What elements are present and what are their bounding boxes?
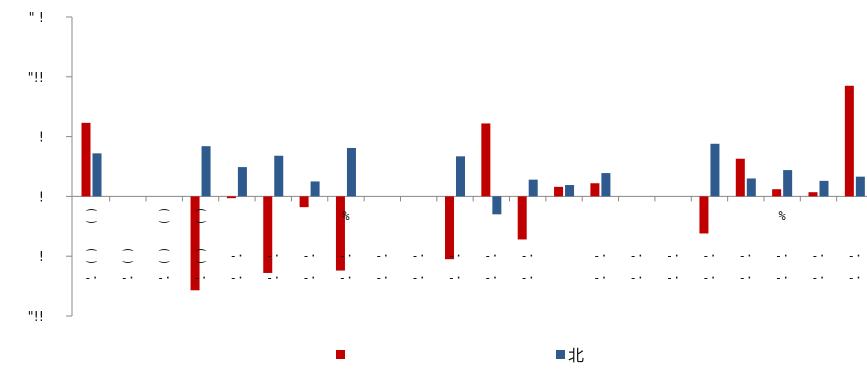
category-label-row-1: ⁐ [195, 209, 207, 223]
bar-series-a [517, 196, 527, 240]
category-label-row-2: -· [266, 249, 280, 263]
bar-series-a [263, 196, 273, 273]
category-label-row-2: ⁐ [195, 249, 207, 263]
bar-series-b [565, 185, 575, 197]
category-label-row-3: -· [666, 271, 680, 285]
category-label-row-3: -· [193, 271, 207, 285]
bar-series-b [601, 173, 611, 197]
category-label-row-3: -· [302, 271, 316, 285]
bar-series-a [590, 183, 600, 197]
y-axis-ticks: " ! "!!!!! "!! [28, 11, 72, 325]
category-label-row-2: ⁐ [158, 249, 170, 263]
bar-series-b [237, 167, 247, 197]
category-label-row-3: -· [630, 271, 644, 285]
bar-series-a [808, 192, 818, 197]
y-tick-label: " ! [29, 11, 44, 26]
category-label-row-3: -· [375, 271, 389, 285]
category-label-row-3: -· [121, 271, 135, 285]
category-label-row-3: -· [593, 271, 607, 285]
category-label-row-2: -· [520, 249, 534, 263]
category-label-row-1: % [779, 209, 787, 223]
bar-series-a [190, 196, 200, 291]
category-label-row-3: -· [484, 271, 498, 285]
category-label-row-3: -· [411, 271, 425, 285]
category-label-row-2: -· [484, 249, 498, 263]
legend: 北 [336, 346, 584, 365]
category-label-row-2: -· [630, 249, 644, 263]
bar-series-a [81, 122, 91, 197]
bar-series-b [92, 153, 102, 197]
legend-swatch-series-b [556, 350, 565, 359]
bar-series-b [346, 147, 356, 197]
category-label-row-2: ⁐ [122, 249, 134, 263]
bar-series-b [201, 146, 211, 197]
category-label-row-2: ⁐ [86, 249, 98, 263]
category-label-row-3: -· [266, 271, 280, 285]
category-label-row-2: -· [775, 249, 789, 263]
legend-swatch-series-a [336, 350, 345, 359]
category-label-row-2: -· [848, 249, 862, 263]
bar-series-b [456, 156, 465, 197]
category-label-row-2: -· [811, 249, 825, 263]
bar-series-b [492, 196, 502, 215]
category-label-row-2: -· [739, 249, 753, 263]
category-label-row-2: -· [230, 249, 244, 263]
category-label-row-3: -· [84, 271, 98, 285]
category-label-row-2: -· [375, 249, 389, 263]
bar-series-a [844, 85, 854, 197]
bar-series-a [772, 189, 782, 197]
bar-series-a [699, 196, 709, 234]
bar-series-a [481, 123, 491, 197]
legend-label: 北 [568, 346, 584, 365]
bar-series-b [528, 179, 538, 197]
y-tick-label: "!! [28, 310, 44, 325]
bar-series-b [746, 178, 756, 197]
category-label-row-2: -· [666, 249, 680, 263]
category-label-row-3: -· [739, 271, 753, 285]
bar-series-a [445, 196, 454, 260]
category-labels: ⁐⁐⁐%%⁐⁐⁐⁐⁐-·-·-·-·-·-·-·-·-·-·-·-·-·-·-·… [84, 209, 862, 285]
category-label-row-3: -· [448, 271, 462, 285]
category-label-row-2: -· [302, 249, 316, 263]
category-label-row-3: -· [702, 271, 716, 285]
bar-series-a [226, 196, 236, 199]
y-tick-label: "!! [28, 71, 44, 86]
bar-series-b [710, 143, 720, 197]
chart-bars [81, 85, 865, 291]
bar-series-b [855, 176, 865, 197]
category-label-row-3: -· [339, 271, 353, 285]
category-label-row-1: ⁐ [158, 209, 170, 223]
bar-series-b [783, 170, 793, 197]
y-tick-label: ! [39, 250, 44, 265]
bar-series-b [274, 155, 284, 197]
category-label-row-3: -· [848, 271, 862, 285]
bar-series-b [819, 180, 829, 197]
bar-series-a [335, 196, 345, 271]
category-label-row-1: % [342, 209, 350, 223]
category-label-row-3: -· [520, 271, 534, 285]
category-label-row-2: -· [411, 249, 425, 263]
category-label-row-3: -· [775, 271, 789, 285]
y-tick-label: ! [39, 131, 44, 146]
bar-series-b [310, 181, 320, 197]
y-tick-label: ! [39, 190, 44, 205]
bar-series-a [554, 186, 564, 197]
category-label-row-3: -· [230, 271, 244, 285]
category-label-row-2: -· [702, 249, 716, 263]
category-label-row-2: -· [448, 249, 462, 263]
category-label-row-1: ⁐ [86, 209, 98, 223]
category-label-row-3: -· [811, 271, 825, 285]
bar-series-a [299, 196, 309, 208]
category-label-row-3: -· [157, 271, 171, 285]
category-label-row-2: -· [593, 249, 607, 263]
bar-series-a [735, 158, 745, 197]
category-label-row-2: -· [339, 249, 353, 263]
